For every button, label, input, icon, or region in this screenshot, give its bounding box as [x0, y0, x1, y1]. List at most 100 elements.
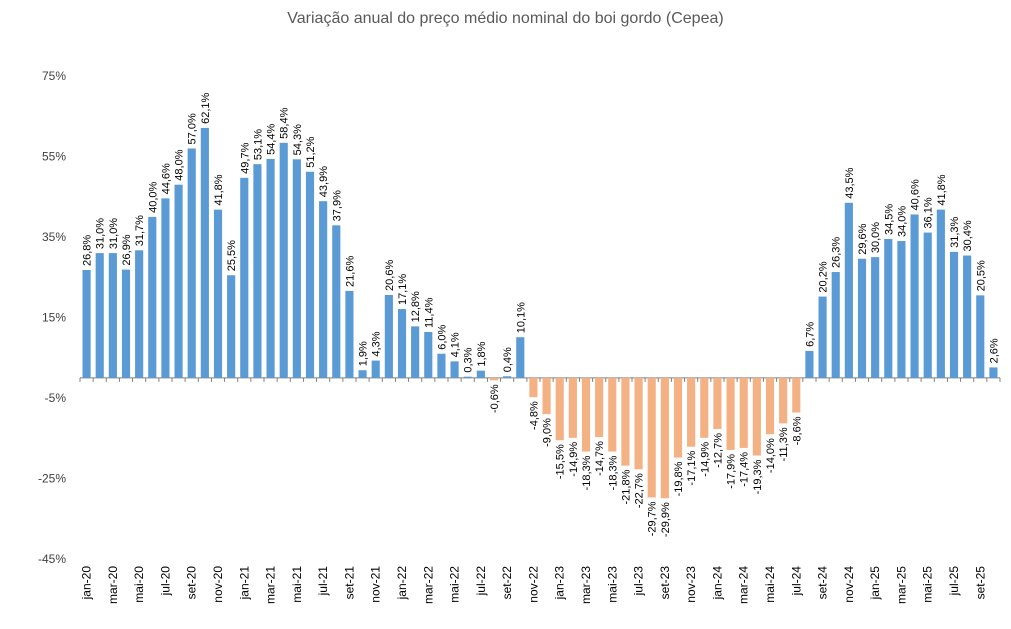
- data-label: 41,8%: [213, 174, 225, 205]
- bar: [752, 377, 761, 456]
- x-tick-label: jan-21: [237, 566, 251, 601]
- data-label: 54,3%: [292, 124, 304, 155]
- bar: [608, 377, 617, 452]
- data-label: 48,0%: [174, 149, 186, 180]
- data-label: -17,1%: [686, 450, 698, 485]
- data-label: -14,0%: [765, 438, 777, 473]
- bar: [516, 337, 525, 378]
- x-tick-label: jan-25: [868, 566, 882, 601]
- x-tick-label: mar-24: [737, 566, 751, 604]
- data-labels-layer: 26,8%31,0% 31,0%26,9%31,7%40,0%44,6% 48,0%…: [82, 93, 1001, 538]
- x-tick-label: nov-20: [211, 566, 225, 603]
- data-label: 4,1%: [450, 332, 462, 357]
- bar: [95, 253, 104, 378]
- data-label: -17,9%: [726, 454, 738, 489]
- bar: [765, 377, 775, 435]
- bar: [266, 158, 275, 378]
- bar: [174, 184, 183, 378]
- x-tick-label: set-24: [816, 566, 830, 600]
- data-label: 25,5%: [226, 240, 238, 271]
- x-tick-label: set-21: [342, 566, 356, 600]
- data-label: 34,0%: [896, 206, 908, 237]
- data-label: -17,4%: [739, 452, 751, 487]
- data-label: -29,7%: [647, 501, 659, 536]
- axis-layer: 75% 55% 35% 15% -5% -25% -45% jan-20 mar-20 mai-2…: [38, 69, 1001, 604]
- bar: [305, 171, 315, 378]
- data-label: -29,9%: [660, 502, 672, 537]
- bar: [818, 296, 827, 378]
- data-label: 29,6%: [857, 223, 869, 254]
- data-label: -19,8%: [673, 461, 685, 496]
- y-tick-label: 75%: [42, 69, 66, 83]
- x-tick-label: mai-23: [605, 566, 619, 603]
- x-tick-label: nov-23: [684, 566, 698, 603]
- bar: [542, 377, 551, 415]
- bar: [910, 214, 919, 378]
- data-label: 44,6%: [160, 163, 172, 194]
- x-tick-label: jul-25: [947, 566, 961, 597]
- bar: [489, 377, 499, 381]
- data-label: 31,7%: [134, 215, 146, 246]
- data-label: 20,6%: [384, 260, 396, 291]
- bar: [555, 377, 564, 441]
- x-tick-label: set-25: [973, 566, 987, 600]
- chart-title: Variação anual do preço médio nominal do…: [287, 10, 724, 27]
- bar: [292, 159, 301, 378]
- bar: [857, 258, 867, 378]
- data-label: 20,5%: [975, 260, 987, 291]
- data-label: -14,9%: [699, 442, 711, 477]
- x-tick-label: mar-25: [894, 566, 908, 604]
- bar: [779, 377, 788, 424]
- bar: [739, 377, 748, 448]
- bar: [345, 290, 354, 378]
- data-label: -4,8%: [528, 401, 540, 430]
- bar: [108, 253, 117, 378]
- x-tick-label: jan-24: [710, 566, 724, 601]
- bar: [424, 331, 433, 378]
- data-label: 62,1%: [200, 93, 212, 124]
- data-label: 41,8%: [936, 174, 948, 205]
- bar: [805, 350, 814, 378]
- bar: [673, 377, 683, 458]
- data-label: 6,0%: [436, 324, 448, 349]
- data-label: -18,3%: [581, 455, 593, 490]
- bar: [581, 377, 591, 452]
- x-tick-label: mar-20: [106, 566, 120, 604]
- bar: [148, 216, 157, 378]
- data-label: 26,9%: [121, 234, 133, 265]
- bar: [923, 232, 932, 378]
- x-tick-label: jul-24: [789, 566, 803, 597]
- bar: [949, 251, 959, 378]
- data-label: 12,8%: [410, 291, 422, 322]
- y-tick-label: -45%: [38, 552, 66, 566]
- data-label: -11,3%: [778, 427, 790, 461]
- y-tick-label: 55%: [42, 150, 66, 164]
- bar: [660, 377, 669, 499]
- data-label: 40,0%: [147, 181, 159, 212]
- data-label: 30,4%: [962, 220, 974, 251]
- bar: [319, 201, 328, 378]
- bar: [200, 127, 209, 378]
- bar: [634, 377, 643, 470]
- x-tick-label: set-22: [500, 566, 514, 600]
- bar: [568, 377, 577, 438]
- x-tick-label: mai-24: [763, 566, 777, 603]
- data-label: 30,0%: [870, 222, 882, 253]
- bar: [726, 377, 735, 450]
- data-label: 31,3%: [949, 216, 961, 247]
- data-label: 1,8%: [476, 341, 488, 366]
- bar: [884, 239, 893, 378]
- data-label: 57,0%: [187, 113, 199, 144]
- data-label: -21,8%: [620, 469, 632, 504]
- data-label: 31,0%: [108, 218, 120, 249]
- data-label: 6,7%: [804, 322, 816, 347]
- bar: [463, 376, 472, 378]
- bar: [700, 377, 709, 438]
- bar: [437, 353, 446, 378]
- y-tick-label: -5%: [45, 391, 67, 405]
- bar: [384, 294, 393, 378]
- bar: [621, 377, 630, 466]
- data-label: 43,9%: [318, 166, 330, 197]
- bar: [358, 370, 367, 378]
